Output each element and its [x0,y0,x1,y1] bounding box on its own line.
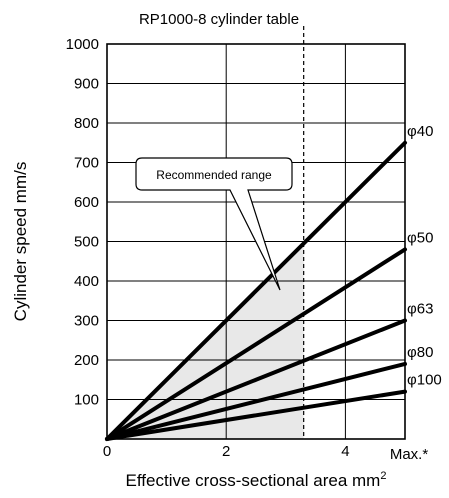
y-axis-title: Cylinder speed mm/s [11,162,30,322]
series-lines [105,140,407,441]
x-tick-label-4: 4 [341,443,349,460]
x-tick-label-0: 0 [103,443,111,460]
x-axis-title-superscript: 2 [380,470,386,482]
y-tick-label-100: 100 [74,392,99,409]
series-line-4 [105,389,407,441]
recommended-range-callout: Recommended range [135,157,293,291]
y-tick-label-500: 500 [74,234,99,251]
series-label-3: φ80 [407,344,433,361]
y-tick-label-800: 800 [74,115,99,132]
y-tick-label-900: 900 [74,76,99,93]
chart-title: RP1000-8 cylinder table [139,11,299,28]
series-label-1: φ50 [407,229,433,246]
x-axis-title-main: Effective cross-sectional area mm [126,471,381,490]
y-tick-label-1000: 1000 [66,36,99,53]
callout-bubble [135,157,293,291]
x-axis-title: Effective cross-sectional area mm2 [126,470,387,490]
chart-text: RP1000-8 cylinder table 100 200 300 400 500 60… [11,11,442,490]
series-label-4: φ100 [407,372,442,389]
y-tick-label-400: 400 [74,273,99,290]
y-tick-label-700: 700 [74,155,99,172]
plot-frame [106,43,406,440]
series-line-1 [105,247,407,441]
callout-text: Recommended range [156,168,272,182]
series-line-0 [105,140,407,441]
x-max-label: Max.* [390,446,429,463]
series-label-0: φ40 [407,123,433,140]
series-label-2: φ63 [407,301,433,318]
y-tick-label-300: 300 [74,313,99,330]
x-tick-label-2: 2 [222,443,230,460]
y-tick-label-600: 600 [74,194,99,211]
series-line-2 [105,318,407,441]
plot-border [106,43,406,440]
series-line-3 [105,361,407,441]
y-tick-label-200: 200 [74,352,99,369]
